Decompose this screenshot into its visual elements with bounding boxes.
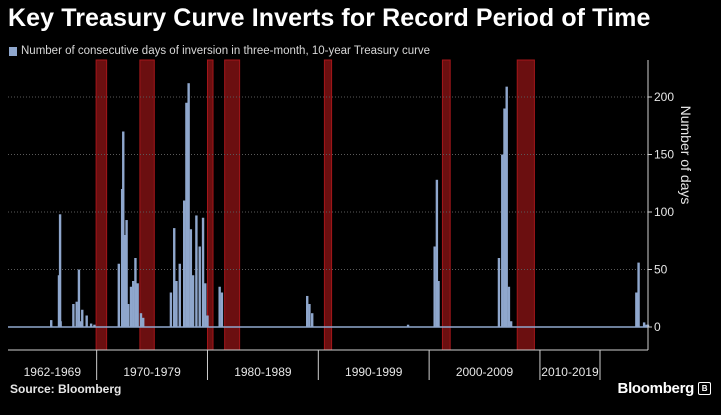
data-bar-8 [81, 309, 84, 327]
recession-bands [95, 59, 535, 351]
recession-band-2 [206, 59, 214, 351]
data-bar-40 [306, 295, 309, 327]
data-bar-32 [191, 275, 195, 327]
bloomberg-mark-icon: B [698, 382, 711, 395]
data-bar-21 [136, 283, 139, 327]
data-bar-30 [187, 83, 190, 327]
y-tick-label-150: 150 [654, 148, 674, 162]
data-bar-11 [93, 324, 96, 327]
data-bar-0 [50, 320, 53, 327]
data-bar-10 [89, 323, 93, 327]
data-bar-34 [198, 246, 201, 327]
y-tick-label-50: 50 [654, 263, 668, 277]
data-bar-31 [189, 229, 193, 327]
recession-band-6 [516, 59, 535, 351]
data-bar-22 [139, 313, 143, 327]
brand-text: Bloomberg [617, 380, 695, 397]
data-bar-36 [204, 283, 207, 327]
recession-band-1 [139, 59, 155, 351]
data-bar-15 [123, 235, 126, 327]
data-bar-5 [75, 301, 78, 327]
data-bar-6 [77, 269, 81, 327]
data-bar-20 [134, 258, 137, 327]
data-bar-2 [58, 214, 62, 327]
data-bar-48 [501, 154, 504, 327]
recession-band-5 [441, 59, 451, 351]
data-bar-17 [127, 304, 130, 327]
x-tick-label-2: 1980-1989 [234, 365, 292, 379]
data-bar-47 [497, 258, 501, 327]
data-bar-49 [503, 108, 506, 327]
x-tick-label-1: 1970-1979 [123, 365, 181, 379]
data-bar-53 [635, 292, 638, 327]
data-bar-41 [308, 304, 311, 327]
data-bar-19 [132, 281, 135, 327]
data-bar-24 [169, 292, 173, 327]
legend: Number of consecutive days of inversion … [9, 45, 430, 57]
data-bar-29 [185, 102, 188, 327]
data-bar-37 [206, 315, 209, 327]
data-bar-55 [642, 322, 646, 327]
data-bar-23 [142, 317, 145, 327]
data-bar-45 [435, 179, 439, 327]
data-bar-28 [183, 200, 186, 327]
data-bar-52 [509, 321, 513, 327]
legend-label: Number of consecutive days of inversion … [21, 45, 431, 57]
data-bar-54 [637, 262, 640, 327]
data-bar-7 [79, 321, 82, 327]
data-bars [50, 83, 650, 328]
data-bar-38 [218, 286, 221, 327]
x-tick-label-5: 2010-2019 [541, 365, 599, 379]
chart-title: Key Treasury Curve Inverts for Record Pe… [8, 4, 651, 32]
recession-band-4 [323, 59, 333, 351]
data-bar-46 [437, 281, 440, 327]
data-bar-27 [178, 263, 181, 327]
data-bar-4 [72, 304, 75, 327]
y-tick-label-100: 100 [654, 205, 674, 219]
bloomberg-logo: Bloomberg B [618, 380, 711, 397]
data-bar-43 [406, 324, 410, 327]
data-bar-18 [129, 286, 133, 327]
data-bar-50 [505, 86, 508, 328]
axes: 0 50 100 150 200 1962-1969 1970-1979 1980-1989 1… [8, 60, 674, 380]
data-bar-14 [122, 131, 125, 327]
data-bar-12 [117, 263, 121, 327]
data-bar-26 [175, 281, 178, 327]
data-bar-9 [85, 315, 88, 327]
data-bar-42 [311, 313, 314, 327]
y-tick-label-200: 200 [654, 90, 674, 104]
x-tick-label-4: 2000-2009 [456, 365, 514, 379]
data-bar-44 [433, 246, 436, 327]
data-bar-3 [59, 321, 62, 327]
recession-band-3 [224, 59, 241, 351]
x-tick-label-3: 1990-1999 [345, 365, 403, 379]
legend-swatch [9, 46, 17, 56]
y-axis-label: Number of days [678, 106, 694, 205]
data-bar-33 [195, 215, 198, 327]
data-bar-51 [507, 286, 511, 327]
recession-band-0 [95, 59, 108, 351]
data-bar-16 [125, 220, 128, 327]
data-bar-56 [645, 324, 648, 327]
y-tick-label-0: 0 [654, 320, 661, 334]
x-tick-label-0: 1962-1969 [24, 365, 82, 379]
data-bar-39 [220, 292, 224, 327]
source-note: Source: Bloomberg [10, 382, 122, 396]
data-bar-25 [173, 228, 176, 327]
data-bar-35 [201, 217, 205, 327]
